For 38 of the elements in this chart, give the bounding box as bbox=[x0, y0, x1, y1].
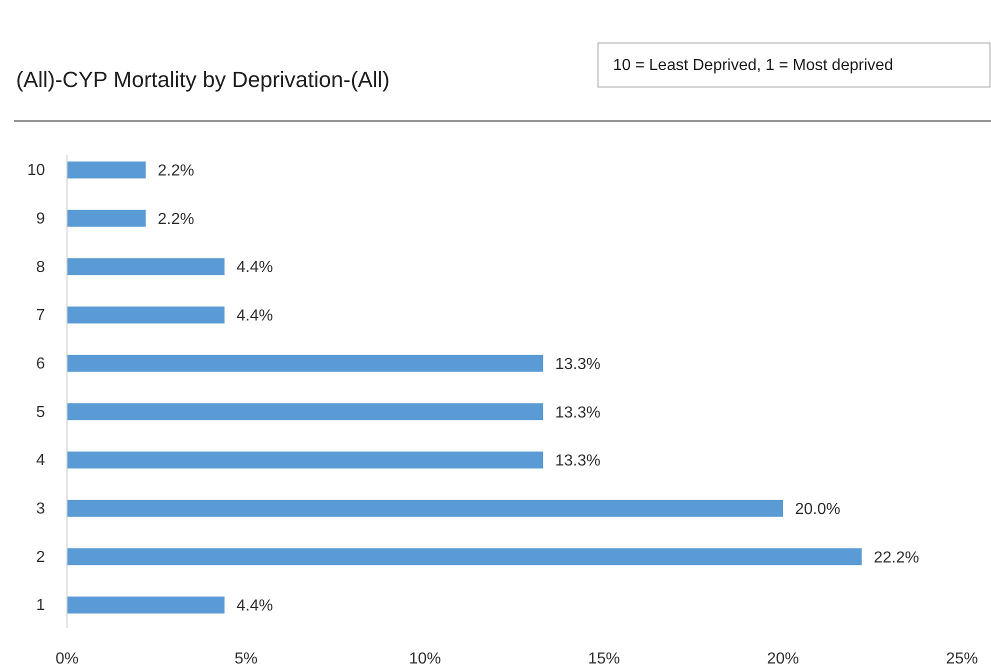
y-tick-label: 4 bbox=[36, 452, 46, 470]
bar bbox=[67, 548, 862, 566]
x-tick-label: 10% bbox=[408, 650, 442, 666]
data-label: 22.2% bbox=[874, 549, 920, 566]
x-tick-label: 0% bbox=[55, 650, 79, 666]
y-tick-label: 1 bbox=[36, 597, 46, 614]
text: 10 = Least Deprived, 1 = Most deprived bbox=[613, 57, 894, 74]
y-tick-label: 8 bbox=[36, 258, 46, 276]
x-tick-label: 5% bbox=[234, 650, 258, 666]
data-label: 20.0% bbox=[795, 500, 840, 518]
y-tick-label: 2 bbox=[36, 548, 46, 566]
x-tick-label: 15% bbox=[588, 650, 620, 666]
data-label: 13.3% bbox=[555, 452, 601, 470]
bar bbox=[67, 258, 225, 276]
bar bbox=[67, 500, 783, 517]
y-tick-label: 10 bbox=[27, 162, 46, 180]
bar bbox=[67, 596, 225, 614]
data-label: 13.3% bbox=[555, 404, 601, 422]
data-label: 4.4% bbox=[236, 598, 273, 615]
y-tick-label: 5 bbox=[36, 404, 46, 421]
y-tick-label: 9 bbox=[36, 210, 46, 228]
chart-title: (All)-CYP Mortality by Deprivation-(All) bbox=[16, 67, 390, 92]
bar bbox=[67, 403, 544, 420]
bar bbox=[67, 354, 544, 372]
y-tick-label: 6 bbox=[36, 355, 46, 372]
bar bbox=[67, 162, 146, 178]
data-label: 2.2% bbox=[158, 162, 194, 180]
y-tick-label: 3 bbox=[36, 500, 46, 518]
y-tick-label: 7 bbox=[36, 307, 46, 324]
bar bbox=[67, 452, 544, 468]
data-label: 4.4% bbox=[236, 308, 273, 325]
x-tick-label: 20% bbox=[766, 650, 800, 666]
x-tick-label: 25% bbox=[946, 650, 978, 666]
bar bbox=[67, 210, 146, 227]
data-label: 4.4% bbox=[236, 259, 273, 276]
data-label: 2.2% bbox=[158, 210, 194, 228]
bar bbox=[67, 306, 225, 324]
data-label: 13.3% bbox=[555, 356, 601, 373]
